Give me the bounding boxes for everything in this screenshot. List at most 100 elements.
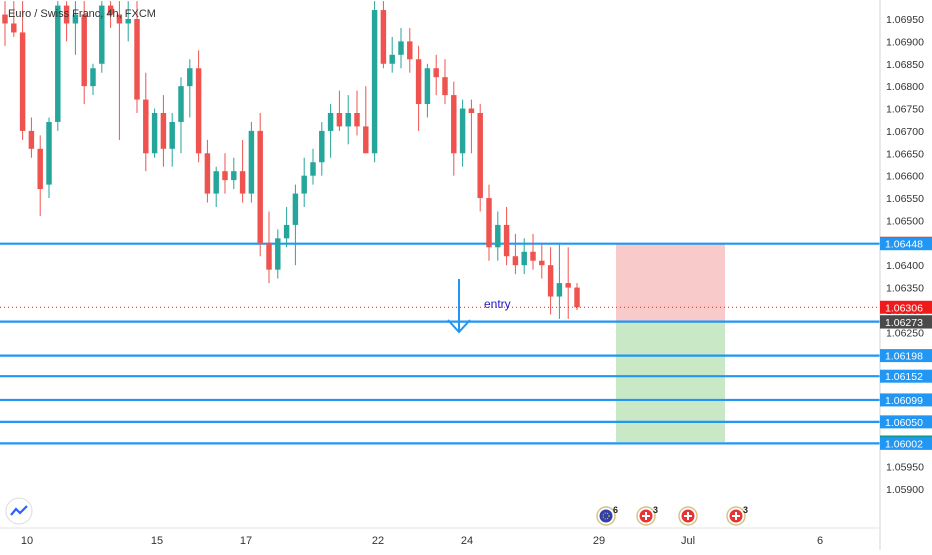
candle bbox=[310, 148, 316, 185]
candle bbox=[327, 104, 334, 158]
candle bbox=[574, 283, 580, 310]
candle-body bbox=[169, 121, 175, 149]
candle-body bbox=[143, 99, 149, 154]
candle-body bbox=[380, 10, 387, 64]
price-label-text: 1.06002 bbox=[885, 438, 923, 450]
candle bbox=[55, 1, 61, 131]
event-markers[interactable]: 6 3 3 bbox=[596, 505, 748, 526]
price-tick-label: 1.06850 bbox=[886, 59, 924, 71]
candle-body bbox=[28, 130, 35, 149]
price-label: 1.06152 bbox=[880, 369, 932, 383]
candle bbox=[486, 184, 492, 261]
logo-mark-icon bbox=[10, 505, 28, 516]
candle-body bbox=[266, 242, 272, 270]
horizontal-levels bbox=[0, 242, 880, 445]
price-label-bg bbox=[880, 315, 932, 329]
candle bbox=[63, 1, 70, 42]
time-tick-label: 6 bbox=[817, 535, 823, 547]
price-tick-label: 1.06600 bbox=[886, 171, 924, 183]
time-tick-label: 17 bbox=[240, 535, 252, 547]
event-count-badge: 6 bbox=[613, 505, 618, 515]
candle-body bbox=[301, 175, 307, 194]
candle-body bbox=[283, 224, 290, 239]
price-tick-label: 1.06650 bbox=[886, 148, 924, 160]
flag-eu-icon bbox=[599, 509, 613, 523]
candle-body bbox=[495, 224, 501, 248]
candle-body bbox=[63, 5, 70, 24]
stop-loss-zone[interactable] bbox=[616, 243, 725, 322]
candle-body bbox=[565, 283, 571, 288]
candle-body bbox=[327, 113, 334, 131]
time-tick-label: 15 bbox=[151, 535, 163, 547]
price-label-text: 1.06152 bbox=[885, 371, 923, 383]
price-label-bg bbox=[880, 415, 932, 429]
candle bbox=[222, 153, 228, 194]
candle-body bbox=[178, 86, 184, 122]
candle bbox=[187, 59, 193, 118]
candle bbox=[363, 86, 369, 154]
candle-body bbox=[451, 95, 457, 154]
candle bbox=[37, 135, 43, 216]
candle bbox=[354, 90, 360, 136]
candle-body bbox=[574, 287, 580, 308]
candle-body bbox=[151, 113, 158, 154]
candle bbox=[319, 121, 325, 176]
candle-body bbox=[81, 14, 87, 87]
candle-body bbox=[336, 113, 343, 127]
candle-body bbox=[371, 10, 378, 154]
price-label-text: 1.06050 bbox=[885, 417, 923, 429]
candle bbox=[160, 95, 167, 167]
candle-body bbox=[468, 108, 475, 113]
candle-body bbox=[310, 162, 316, 176]
candle bbox=[503, 207, 510, 266]
candle bbox=[213, 166, 219, 207]
candle-body bbox=[72, 14, 79, 24]
candle bbox=[275, 229, 281, 279]
candle bbox=[292, 184, 299, 266]
candle bbox=[169, 113, 175, 167]
candle bbox=[239, 139, 246, 203]
candle bbox=[336, 90, 343, 131]
candle-body bbox=[459, 108, 466, 154]
candle bbox=[495, 211, 501, 261]
price-labels: 1.064491.064481.063061.062741.062731.061… bbox=[880, 236, 932, 450]
candle bbox=[424, 63, 431, 118]
swiss-cross-horizontal bbox=[642, 515, 650, 517]
time-tick-label: 10 bbox=[21, 535, 33, 547]
candle bbox=[81, 1, 87, 105]
price-label-text: 1.06198 bbox=[885, 351, 923, 363]
time-tick-label: 24 bbox=[461, 535, 473, 547]
candle-body bbox=[134, 19, 140, 100]
tradingview-logo[interactable] bbox=[5, 497, 33, 525]
candle bbox=[248, 121, 255, 203]
take-profit-zone[interactable] bbox=[616, 321, 725, 442]
overlays: entry bbox=[0, 279, 880, 334]
swiss-cross-horizontal bbox=[732, 515, 740, 517]
price-tick-label: 1.06500 bbox=[886, 215, 924, 227]
symbol-title: Euro / Swiss Franc, 4h, FXCM bbox=[8, 8, 156, 20]
candle-body bbox=[90, 68, 96, 87]
event-marker[interactable]: 3 bbox=[726, 505, 748, 526]
arrow-down-icon bbox=[447, 319, 471, 334]
price-label-bg bbox=[880, 237, 932, 251]
price-label: 1.06448 bbox=[880, 237, 932, 251]
event-marker[interactable]: 6 bbox=[596, 505, 618, 526]
time-axis[interactable]: 10 15 17 22 24 29 Jul 6 bbox=[21, 535, 823, 547]
candle-body bbox=[521, 251, 527, 266]
price-tick-label: 1.06250 bbox=[886, 327, 924, 339]
candle bbox=[477, 104, 483, 212]
price-tick-label: 1.06700 bbox=[886, 126, 924, 138]
candle-body bbox=[389, 54, 395, 64]
event-marker[interactable] bbox=[678, 506, 698, 526]
price-label-text: 1.06273 bbox=[885, 317, 923, 329]
candle-body bbox=[125, 19, 131, 24]
price-tick-label: 1.06350 bbox=[886, 283, 924, 295]
candle bbox=[28, 117, 35, 158]
event-marker[interactable]: 3 bbox=[636, 505, 658, 526]
candle-body bbox=[292, 193, 299, 225]
candle-body bbox=[239, 171, 246, 194]
candle bbox=[371, 1, 378, 163]
